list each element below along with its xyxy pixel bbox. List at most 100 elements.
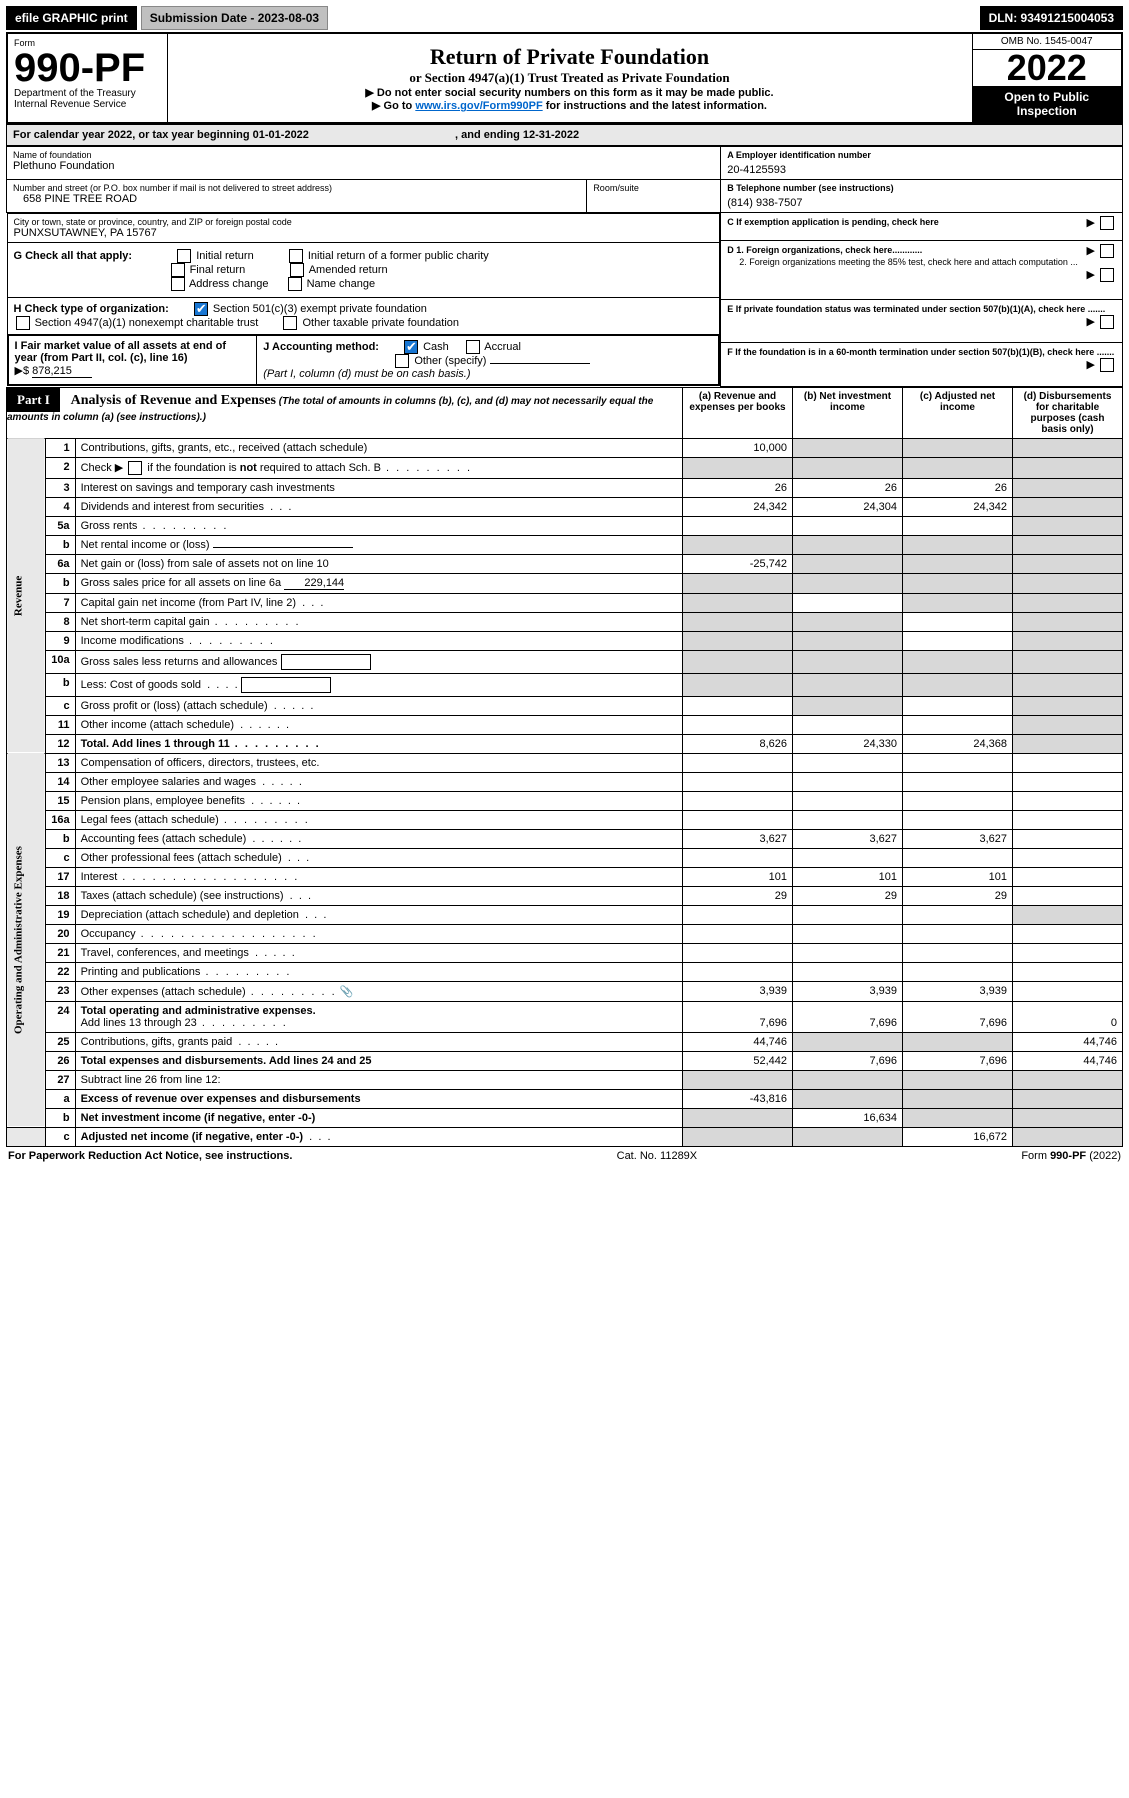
table-row: 12 Total. Add lines 1 through 11 8,626 2… xyxy=(7,734,1123,753)
part1-label: Part I xyxy=(7,388,60,412)
cell-c: 24,342 xyxy=(903,497,1013,516)
initial-return-label: Initial return xyxy=(196,250,253,262)
e-checkbox[interactable] xyxy=(1100,315,1114,329)
table-row: 16a Legal fees (attach schedule) xyxy=(7,810,1123,829)
initial-return-checkbox[interactable] xyxy=(177,249,191,263)
c-checkbox[interactable] xyxy=(1100,216,1114,230)
instr-1: ▶ Do not enter social security numbers o… xyxy=(174,86,966,99)
row-num: 2 xyxy=(45,457,75,478)
table-row: 14 Other employee salaries and wages . .… xyxy=(7,772,1123,791)
cell-d: 44,746 xyxy=(1013,1032,1123,1051)
table-row: b Accounting fees (attach schedule) . . … xyxy=(7,829,1123,848)
submission-date-label: Submission Date - 2023-08-03 xyxy=(141,6,328,30)
row-num: 26 xyxy=(45,1051,75,1070)
row-num: 22 xyxy=(45,962,75,981)
city-label: City or town, state or province, country… xyxy=(14,217,714,227)
table-row: 23 Other expenses (attach schedule) 📎 3,… xyxy=(7,981,1123,1001)
final-return-checkbox[interactable] xyxy=(171,263,185,277)
table-row: 5a Gross rents xyxy=(7,516,1123,535)
table-row: 4 Dividends and interest from securities… xyxy=(7,497,1123,516)
table-row: 17 Interest 101 101 101 xyxy=(7,867,1123,886)
j-note: (Part I, column (d) must be on cash basi… xyxy=(263,368,470,380)
row-num: 1 xyxy=(45,438,75,457)
row-num: 8 xyxy=(45,612,75,631)
d2-label: 2. Foreign organizations meeting the 85%… xyxy=(727,257,1078,267)
cell-d: 44,746 xyxy=(1013,1051,1123,1070)
initial-former-checkbox[interactable] xyxy=(289,249,303,263)
row-num: b xyxy=(45,829,75,848)
row-desc: Interest on savings and temporary cash i… xyxy=(75,478,682,497)
row-desc: Subtract line 26 from line 12: xyxy=(75,1070,682,1089)
addr-change-checkbox[interactable] xyxy=(171,277,185,291)
j-accrual-checkbox[interactable] xyxy=(466,340,480,354)
table-row: 21 Travel, conferences, and meetings . .… xyxy=(7,943,1123,962)
cell-d: 0 xyxy=(1013,1001,1123,1032)
part1-table: Part I Analysis of Revenue and Expenses … xyxy=(6,387,1123,1147)
sch-b-checkbox[interactable] xyxy=(128,461,142,475)
cell-a: 52,442 xyxy=(683,1051,793,1070)
row-num: 12 xyxy=(45,734,75,753)
row-num: 9 xyxy=(45,631,75,650)
row-num: 7 xyxy=(45,593,75,612)
row-num: 13 xyxy=(45,753,75,772)
d2-checkbox[interactable] xyxy=(1100,268,1114,282)
cell-c: 7,696 xyxy=(903,1051,1013,1070)
table-row: b Less: Cost of goods sold . . . . xyxy=(7,673,1123,696)
row-desc: Depreciation (attach schedule) and deple… xyxy=(75,905,682,924)
f-label: F If the foundation is in a 60-month ter… xyxy=(727,347,1114,357)
footer: For Paperwork Reduction Act Notice, see … xyxy=(6,1147,1123,1165)
form990pf-link[interactable]: www.irs.gov/Form990PF xyxy=(415,100,542,112)
cell-b: 101 xyxy=(793,867,903,886)
row-num: 4 xyxy=(45,497,75,516)
table-row: 10a Gross sales less returns and allowan… xyxy=(7,650,1123,673)
row-desc: Adjusted net income (if negative, enter … xyxy=(75,1127,682,1146)
row-num: 19 xyxy=(45,905,75,924)
j-other-checkbox[interactable] xyxy=(395,354,409,368)
row-desc: Net investment income (if negative, ente… xyxy=(75,1108,682,1127)
table-row: b Gross sales price for all assets on li… xyxy=(7,573,1123,593)
table-row: 20 Occupancy xyxy=(7,924,1123,943)
expenses-vertical-label: Operating and Administrative Expenses xyxy=(7,753,46,1127)
table-row: 18 Taxes (attach schedule) (see instruct… xyxy=(7,886,1123,905)
table-row: 9 Income modifications xyxy=(7,631,1123,650)
row-desc: Other professional fees (attach schedule… xyxy=(75,848,682,867)
amended-return-checkbox[interactable] xyxy=(290,263,304,277)
name-change-checkbox[interactable] xyxy=(288,277,302,291)
row-num: 25 xyxy=(45,1032,75,1051)
table-row: b Net investment income (if negative, en… xyxy=(7,1108,1123,1127)
cell-b: 3,627 xyxy=(793,829,903,848)
form-header: Form 990-PF Department of the Treasury I… xyxy=(6,32,1123,124)
attachment-icon[interactable]: 📎 xyxy=(340,986,354,998)
cell-c: 3,939 xyxy=(903,981,1013,1001)
row-num: 20 xyxy=(45,924,75,943)
efile-print-button[interactable]: efile GRAPHIC print xyxy=(6,6,137,30)
cell-c: 3,627 xyxy=(903,829,1013,848)
row-desc: Printing and publications xyxy=(75,962,682,981)
cell-a: 26 xyxy=(683,478,793,497)
cell-a: 10,000 xyxy=(683,438,793,457)
row-num: b xyxy=(45,535,75,554)
addr-value: 658 PINE TREE ROAD xyxy=(13,193,580,205)
form-code: 990-PF xyxy=(14,48,161,88)
h-4947-checkbox[interactable] xyxy=(16,316,30,330)
cell-a: 101 xyxy=(683,867,793,886)
row-desc: Other income (attach schedule) . . . . .… xyxy=(75,715,682,734)
row-desc: Check ▶ if the foundation is not require… xyxy=(75,457,682,478)
open-public-label: Open to Public Inspection xyxy=(973,86,1122,122)
instr-2: ▶ Go to www.irs.gov/Form990PF for instru… xyxy=(174,99,966,112)
d1-checkbox[interactable] xyxy=(1100,244,1114,258)
table-row: c Adjusted net income (if negative, ente… xyxy=(7,1127,1123,1146)
h-501c3-checkbox[interactable] xyxy=(194,302,208,316)
ein-label: A Employer identification number xyxy=(727,150,1116,160)
table-row: c Other professional fees (attach schedu… xyxy=(7,848,1123,867)
h-4947-label: Section 4947(a)(1) nonexempt charitable … xyxy=(35,317,259,329)
cell-b: 24,330 xyxy=(793,734,903,753)
form-title: Return of Private Foundation xyxy=(174,44,966,70)
row-num: 23 xyxy=(45,981,75,1001)
h-other-checkbox[interactable] xyxy=(283,316,297,330)
row-desc: Excess of revenue over expenses and disb… xyxy=(75,1089,682,1108)
row-desc: Total expenses and disbursements. Add li… xyxy=(75,1051,682,1070)
f-checkbox[interactable] xyxy=(1100,358,1114,372)
row-desc: Accounting fees (attach schedule) . . . … xyxy=(75,829,682,848)
j-cash-checkbox[interactable] xyxy=(404,340,418,354)
